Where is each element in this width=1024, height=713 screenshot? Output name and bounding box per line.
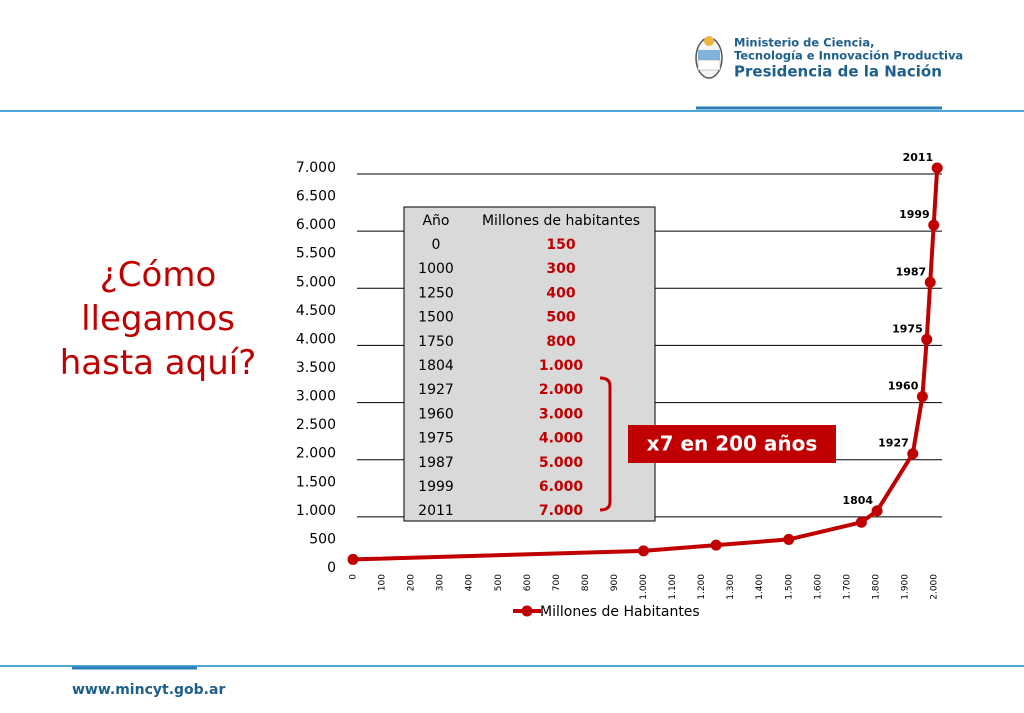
table-year: 1250: [418, 285, 454, 301]
table-value: 5.000: [539, 455, 584, 471]
table-header: Millones de habitantes: [482, 213, 640, 229]
x-tick-label: 1.500: [784, 574, 794, 600]
y-tick-label: 0: [327, 560, 336, 576]
point: [347, 553, 359, 565]
table-box: [403, 206, 656, 522]
point-label: 1960: [888, 380, 919, 393]
x-tick-label: 1.300: [726, 574, 736, 600]
legend-marker: [521, 605, 533, 617]
table-value: 400: [546, 285, 575, 301]
data-table: Año Millones de habitantes 0 150 1000 300 1250…: [403, 206, 656, 522]
table-value: 4.000: [539, 431, 584, 447]
table-year: 1975: [418, 431, 454, 447]
point: [907, 448, 919, 460]
x-tick-label: 100: [378, 574, 388, 591]
point-label: 1927: [878, 437, 909, 450]
point-label: 2011: [903, 151, 934, 164]
table-year: 1987: [418, 455, 454, 471]
point-label: 1804: [842, 494, 873, 507]
x-tick-label: 0: [349, 574, 359, 580]
point-label: 1987: [896, 265, 927, 278]
x-tick-label: 800: [581, 574, 591, 591]
table-value: 150: [546, 237, 575, 253]
y-tick-label: 2.500: [296, 417, 336, 433]
point: [710, 539, 722, 551]
annotation: x7 en 200 años: [647, 432, 818, 456]
x-tick-label: 400: [465, 574, 475, 591]
table-year: 1999: [418, 479, 454, 495]
x-tick-label: 1.200: [697, 574, 707, 600]
point: [871, 505, 883, 517]
table-year: 1804: [418, 358, 454, 374]
logo-emblem: [695, 36, 723, 79]
point-label: 1999: [899, 208, 930, 221]
presidency: Presidencia de la Nación: [734, 63, 942, 81]
point: [928, 219, 940, 231]
y-tick-label: 1.500: [296, 474, 336, 490]
table-year: 2011: [418, 503, 454, 519]
x-tick-label: 1.000: [639, 574, 649, 600]
x-tick-label: 1.600: [813, 574, 823, 600]
point: [916, 391, 928, 403]
x-tick-label: 1.400: [755, 574, 765, 600]
y-tick-label: 6.000: [296, 217, 336, 233]
table-year: 1000: [418, 261, 454, 277]
y-tick-label: 5.500: [296, 246, 336, 262]
annotation-box: [628, 425, 836, 463]
y-tick-label: 2.000: [296, 446, 336, 462]
table-value: 1.000: [539, 358, 584, 374]
x-tick-label: 1.100: [668, 574, 678, 600]
table-year: 1960: [418, 406, 454, 422]
point: [855, 516, 867, 528]
series-line: [352, 167, 940, 562]
table-value: 6.000: [539, 479, 584, 495]
table-value: 2.000: [539, 382, 584, 398]
ministry-line-1: Ministerio de Ciencia,: [734, 36, 874, 50]
x-tick-label: 1.900: [900, 574, 910, 600]
legend-label: Millones de Habitantes: [540, 604, 700, 620]
table-value: 500: [546, 310, 575, 326]
table-header: Año: [422, 213, 449, 229]
point-label: 1975: [892, 322, 923, 335]
bracket: [599, 376, 612, 512]
table-value: 800: [546, 334, 575, 350]
y-tick-label: 5.000: [296, 274, 336, 290]
footer-url: www.mincyt.gob.ar: [72, 682, 225, 698]
y-tick-label: 3.000: [296, 389, 336, 405]
point: [931, 162, 943, 174]
x-tick-label: 1.700: [842, 574, 852, 600]
y-tick-label: 500: [309, 531, 336, 547]
table-year: 1500: [418, 310, 454, 326]
x-tick-label: 600: [523, 574, 533, 591]
y-tick-label: 6.500: [296, 189, 336, 205]
x-tick-label: 700: [552, 574, 562, 591]
x-tick-label: 1.800: [871, 574, 881, 600]
y-tick-label: 1.000: [296, 503, 336, 519]
x-tick-label: 900: [610, 574, 620, 591]
x-tick-label: 2.000: [930, 574, 940, 600]
point: [638, 545, 649, 557]
ministry-line-2: Tecnología e Innovación Productiva: [734, 49, 963, 63]
x-tick-label: 200: [407, 574, 417, 591]
y-tick-label: 4.000: [296, 331, 336, 347]
y-tick-label: 7.000: [296, 160, 336, 176]
table-year: 1750: [418, 334, 454, 350]
x-tick-label: 300: [436, 574, 446, 591]
table-value: 3.000: [539, 406, 584, 422]
y-tick-label: 4.500: [296, 303, 336, 319]
y-tick-label: 3.500: [296, 360, 336, 376]
point: [921, 333, 933, 345]
table-value: 7.000: [539, 503, 584, 519]
x-tick-label: 500: [494, 574, 504, 591]
point: [924, 276, 936, 288]
slide-title: ¿Cómo llegamos hasta aquí?: [60, 255, 257, 383]
point: [783, 533, 795, 545]
table-year: 1927: [418, 382, 454, 398]
table-value: 300: [546, 261, 575, 277]
table-year: 0: [432, 237, 441, 253]
